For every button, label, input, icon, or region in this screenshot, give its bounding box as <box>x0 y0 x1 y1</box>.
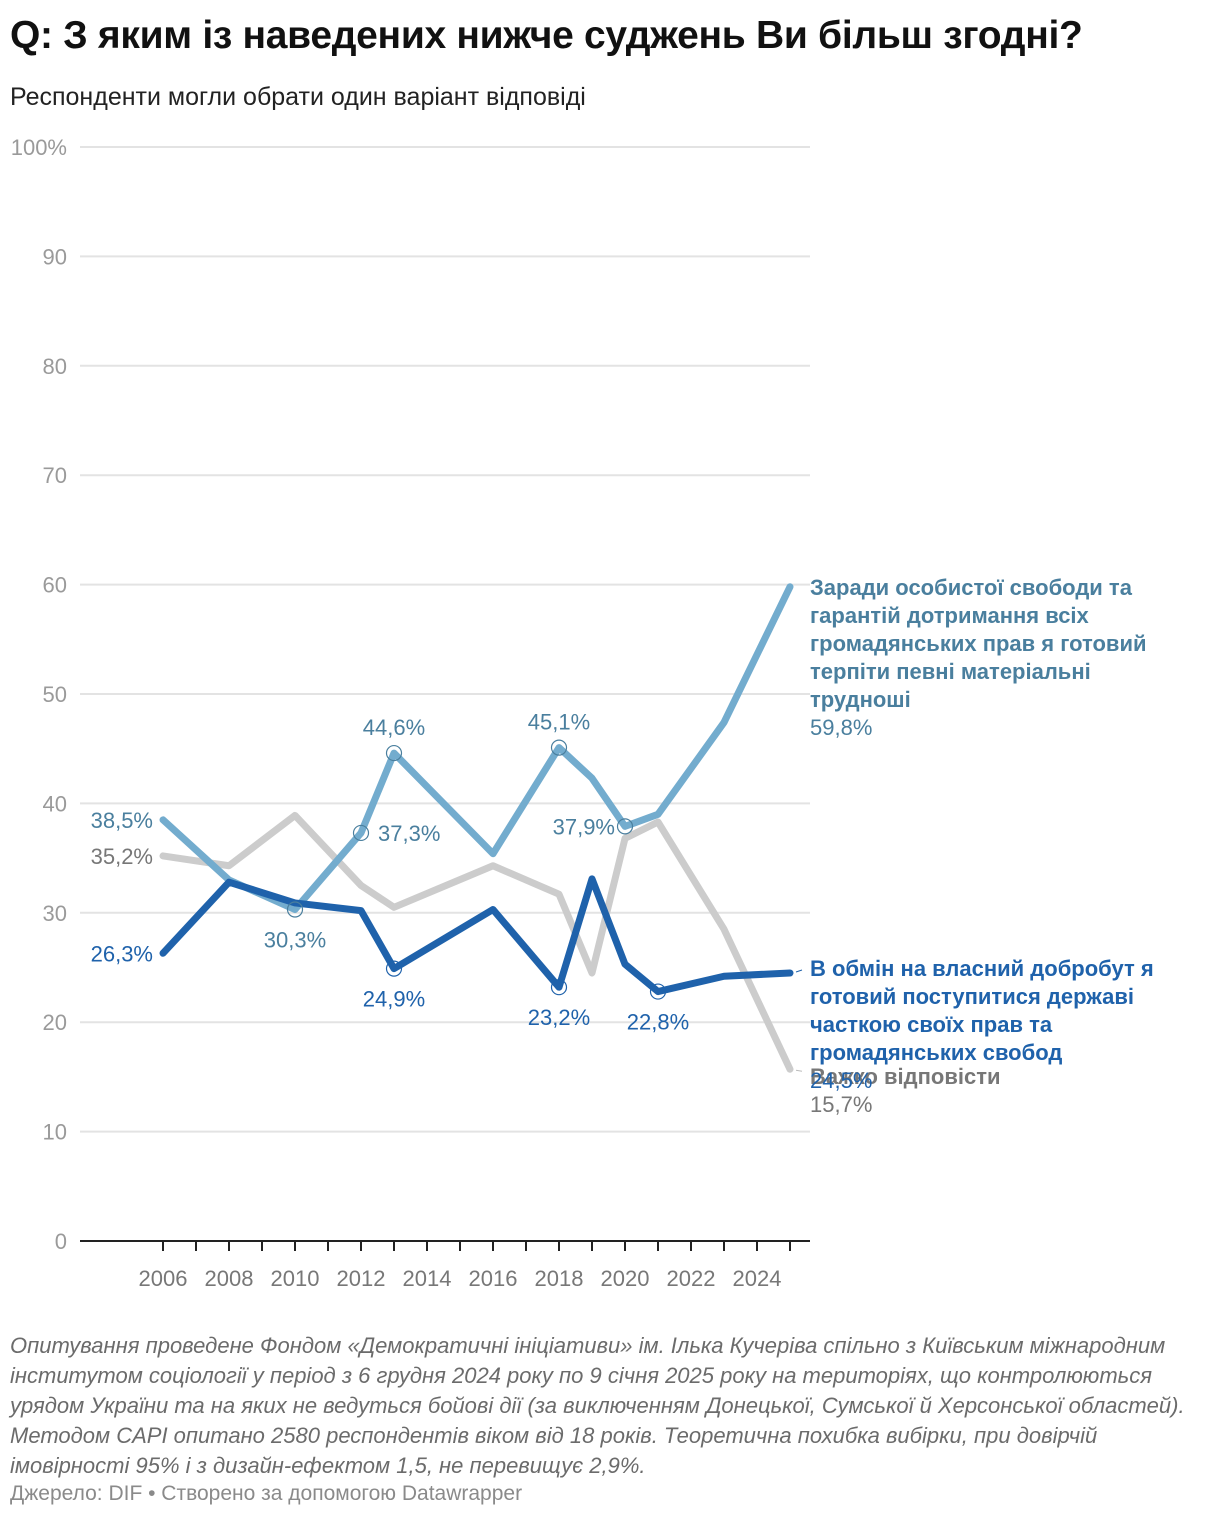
x-tick-label: 2024 <box>733 1266 782 1291</box>
x-tick-label: 2022 <box>667 1266 716 1291</box>
series-end-label: громадянських свобод <box>810 1040 1062 1065</box>
point-marker <box>385 960 403 977</box>
series-end-label: часткою своїх прав та <box>810 1012 1053 1037</box>
data-label: 45,1% <box>528 710 590 735</box>
y-tick-label: 10 <box>43 1120 67 1145</box>
x-tick-label: 2010 <box>271 1266 320 1291</box>
x-tick-label: 2008 <box>205 1266 254 1291</box>
x-tick-label: 2016 <box>469 1266 518 1291</box>
series-end-label: трудноші <box>810 687 911 712</box>
series-end-value: 15,7% <box>810 1092 872 1117</box>
data-label: 30,3% <box>264 928 326 953</box>
series-end-label: В обмін на власний добробут я <box>810 956 1154 981</box>
y-tick-label: 50 <box>43 682 67 707</box>
line-chart: 0 10 20 30 40 50 60 70 80 90 100% 2006 2008 2010 2012… <box>11 135 1154 1291</box>
annotation-markers <box>286 739 667 1000</box>
x-tick-label: 2012 <box>337 1266 386 1291</box>
y-tick-label: 30 <box>43 901 67 926</box>
series-end-labels: Заради особистої свободи та гарантій дотр… <box>795 575 1154 1117</box>
data-label: 35,2% <box>91 844 153 869</box>
data-label: 37,3% <box>378 821 440 846</box>
point-marker <box>649 983 667 1000</box>
source-byline: Джерело: DIF • Створено за допомогою Dat… <box>10 1482 523 1505</box>
series-end-label: Важко відповісти <box>810 1064 1001 1089</box>
y-tick-label: 80 <box>43 354 67 379</box>
leader-line <box>795 1069 803 1072</box>
data-label: 38,5% <box>91 808 153 833</box>
data-label: 24,9% <box>363 987 425 1012</box>
series-line <box>159 583 794 914</box>
point-marker <box>352 824 370 842</box>
x-tick-label: 2018 <box>535 1266 584 1291</box>
point-marker <box>286 901 304 918</box>
y-tick-label: 70 <box>43 463 67 488</box>
data-label: 23,2% <box>528 1005 590 1030</box>
y-tick-label: 100% <box>11 135 67 160</box>
y-tick-label: 90 <box>43 244 67 269</box>
data-label: 22,8% <box>627 1010 689 1035</box>
series-end-label: готовий поступитися державі <box>810 984 1134 1009</box>
x-tick-label: 2014 <box>403 1266 452 1291</box>
point-marker <box>550 979 568 996</box>
point-marker <box>385 744 403 762</box>
value-labels: 38,5% 35,2% 26,3% 30,3% 37,3% 44,6% 24,9% 45,1%… <box>91 710 690 1035</box>
leader-line <box>795 969 803 973</box>
series-line <box>159 875 794 996</box>
series-lines <box>159 583 794 1073</box>
series-end-value: 59,8% <box>810 715 872 740</box>
y-tick-label: 20 <box>43 1010 67 1035</box>
data-label: 37,9% <box>553 814 615 839</box>
series-line <box>159 811 794 1073</box>
data-label: 44,6% <box>363 715 425 740</box>
chart-notes: Опитування проведене Фондом «Демократичн… <box>10 1333 1185 1478</box>
y-tick-label: 40 <box>43 791 67 816</box>
series-end-label: терпіти певні матеріальні <box>810 659 1091 684</box>
point-marker <box>550 739 568 756</box>
series-end-label: громадянських прав я готовий <box>810 631 1147 656</box>
x-tick-label: 2006 <box>139 1266 188 1291</box>
series-end-value: 24,5% <box>810 1068 872 1093</box>
series-end-label: Заради особистої свободи та <box>810 575 1133 600</box>
y-axis: 0 10 20 30 40 50 60 70 80 90 100% <box>11 135 67 1254</box>
y-tick-label: 60 <box>43 573 67 598</box>
series-end-label: гарантій дотримання всіх <box>810 603 1090 628</box>
y-tick-label: 0 <box>55 1229 67 1254</box>
data-label: 26,3% <box>91 941 153 966</box>
point-marker <box>616 818 634 835</box>
chart-title: Q: З яким із наведених нижче суджень Ви … <box>10 14 1083 57</box>
x-axis: 2006 2008 2010 2012 2014 2016 2018 2020 2022 2024 <box>80 1240 810 1291</box>
x-tick-label: 2020 <box>601 1266 650 1291</box>
chart-subtitle: Респонденти могли обрати один варіант ві… <box>10 83 586 111</box>
